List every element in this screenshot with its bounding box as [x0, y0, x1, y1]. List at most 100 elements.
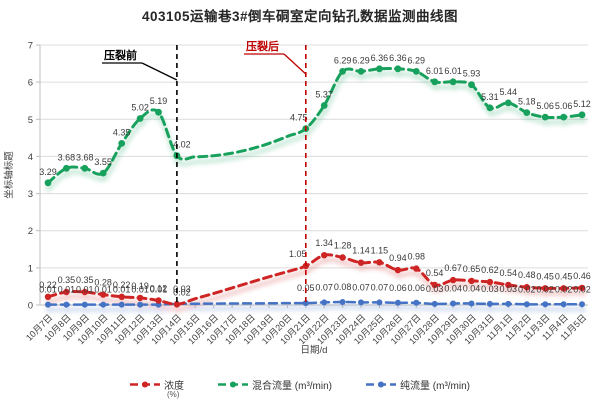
pure-flow-data-point — [468, 300, 475, 307]
pure-flow-data-point — [100, 301, 107, 308]
pure-flow-data-label: 0.08 — [334, 282, 352, 292]
mixed-flow-data-label: 6.36 — [371, 53, 389, 63]
concentration-data-point — [118, 293, 125, 300]
concentration-data-label: 0.54 — [500, 268, 518, 278]
annotation-layer: 压裂前 压裂后 — [102, 39, 307, 305]
concentration-data-point — [413, 265, 420, 272]
annotation-leader-line — [283, 53, 307, 75]
pure-flow-data-point — [137, 301, 144, 308]
mixed-flow-data-label: 4.75 — [290, 113, 308, 123]
pure-flow-data-point — [469, 305, 476, 312]
mixed-flow-data-point — [320, 102, 328, 109]
concentration-data-point — [524, 289, 531, 296]
pure-flow-data-point — [413, 299, 420, 306]
mixed-flow-data-label: 4.02 — [173, 140, 191, 150]
concentration-data-point — [542, 285, 549, 292]
series-layer — [44, 65, 586, 308]
pure-flow-data-point — [523, 301, 530, 308]
concentration-data-label: 0.94 — [389, 253, 407, 263]
pure-flow-data-point — [395, 304, 402, 311]
concentration-data-label: 1.14 — [352, 246, 370, 256]
pure-flow-data-point — [340, 304, 347, 310]
pure-flow-data-label: 0.04 — [444, 284, 462, 294]
mixed-flow-data-point — [99, 169, 107, 177]
concentration-data-label: 1.05 — [289, 249, 307, 259]
concentration-data-point — [376, 259, 383, 266]
mixed-flow-data-point — [468, 81, 475, 89]
pure-flow-data-point — [322, 304, 329, 311]
concentration-data-point — [173, 301, 181, 308]
legend-item-mixed-flow[interactable]: 混合流量 (m³/min) — [218, 377, 332, 392]
pure-flow-data-point — [138, 306, 145, 313]
pure-flow-data-label: 0.03 — [426, 284, 444, 294]
y-axis-title: 坐标轴标题 — [3, 151, 15, 199]
concentration-data-point — [44, 293, 52, 300]
concentration-data-label: 0.45 — [536, 271, 554, 281]
pure-flow-data-label: 0.01 — [150, 285, 168, 295]
pure-flow-data-label: 0.02 — [518, 284, 536, 294]
concentration-data-point — [357, 259, 365, 266]
pure-flow-data-point — [486, 300, 493, 307]
concentration-data-point — [506, 286, 513, 294]
pure-flow-data-point — [505, 300, 512, 307]
pure-flow-data-label: 0.03 — [500, 284, 518, 294]
concentration-data-point — [578, 284, 586, 292]
mixed-flow-data-label: 6.29 — [408, 55, 426, 65]
x-axis-title: 日期/d — [301, 345, 328, 356]
concentration-data-label: 0.19 — [131, 281, 149, 291]
mixed-flow-data-label: 5.02 — [131, 103, 149, 113]
mixed-flow-legend-marker-icon — [218, 381, 248, 388]
concentration-data-point — [174, 306, 182, 313]
pure-flow-data-label: 0.02 — [536, 284, 554, 294]
pure-flow-data-point — [63, 301, 70, 308]
pure-flow-data-label: 0.06 — [408, 283, 426, 293]
legend-label-mixed-flow: 混合流量 (m³/min) — [252, 381, 332, 392]
concentration-data-point — [414, 270, 421, 277]
pure-flow-data-label: 0.01 — [76, 285, 94, 295]
pure-flow-data-label: 0.06 — [389, 283, 407, 293]
mixed-flow-data-label: 3.29 — [39, 167, 57, 177]
pure-flow-data-label: 0.07 — [315, 282, 333, 292]
legend-item-pure-flow[interactable]: 纯流量 (m³/min) — [366, 377, 470, 392]
concentration-data-point — [579, 289, 587, 297]
pure-flow-data-point — [506, 305, 513, 312]
concentration-data-point — [431, 281, 438, 289]
y-tick-label: 5 — [28, 115, 33, 126]
annotation-label: 压裂后 — [246, 39, 279, 53]
pure-flow-data-point — [303, 305, 310, 312]
mixed-flow-data-label: 5.31 — [481, 92, 499, 102]
legend-item-concentration[interactable]: 浓度 (%) — [130, 377, 184, 399]
concentration-data-point — [100, 291, 107, 298]
pure-flow-data-label: 0.01 — [39, 285, 57, 295]
y-tick-label: 0 — [28, 301, 33, 312]
mixed-flow-data-label: 5.18 — [518, 97, 536, 107]
pure-flow-data-point — [321, 299, 328, 306]
mixed-flow-data-label: 5.12 — [573, 99, 591, 109]
mixed-flow-data-point — [357, 68, 365, 75]
mixed-flow-data-point — [136, 115, 144, 122]
pure-flow-data-point — [432, 305, 439, 312]
pure-flow-data-label: 0.07 — [371, 282, 389, 292]
mixed-flow-data-label: 3.68 — [76, 152, 94, 162]
concentration-data-point — [487, 283, 495, 291]
concentration-data-point — [561, 290, 568, 297]
data-label-layer: 0.010.010.010.010.010.010.010.030.050.07… — [39, 53, 591, 297]
pure-flow-data-point — [394, 299, 401, 306]
concentration-data-label: 0.12 — [150, 284, 168, 294]
mixed-flow-data-label: 3.68 — [58, 152, 76, 162]
concentration-data-point — [450, 281, 458, 289]
mixed-flow-data-point — [486, 104, 494, 112]
mixed-flow-data-point — [376, 65, 383, 73]
legend-sublabel-concentration-unit: (%) — [167, 390, 180, 399]
pure-flow-data-point — [524, 306, 531, 313]
pure-flow-data-point — [431, 300, 438, 307]
y-tick-label: 4 — [28, 152, 33, 163]
concentration-data-point — [81, 288, 89, 296]
y-tick-label: 1 — [28, 263, 33, 274]
mixed-flow-data-point — [560, 113, 567, 121]
pure-flow-data-label: 0.02 — [573, 284, 591, 294]
pure-flow-data-point — [82, 306, 89, 313]
mixed-flow-data-point — [449, 78, 457, 86]
pure-flow-data-point — [451, 305, 458, 312]
